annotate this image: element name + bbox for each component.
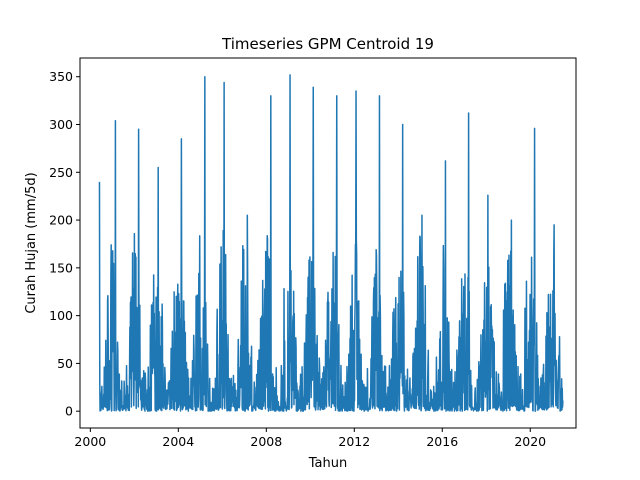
x-tick-label: 2020 [514,434,546,449]
x-axis: 2000 2004 2008 2012 2016 2020 [74,428,546,449]
plot-frame [79,57,577,429]
x-tick-label: 2000 [74,434,106,449]
x-tick-label: 2012 [338,434,370,449]
y-tick-label: 0 [65,404,73,419]
chart-title: Timeseries GPM Centroid 19 [221,35,434,53]
series-line [98,74,564,412]
x-axis-label: Tahun [308,456,347,471]
y-tick-label: 100 [49,308,73,323]
y-tick-label: 50 [57,356,73,371]
y-tick-label: 250 [49,165,73,180]
x-tick-label: 2016 [426,434,458,449]
y-tick-label: 300 [49,117,73,132]
plot-area [98,74,564,412]
y-axis: 0 50 100 150 200 250 300 350 [49,69,80,419]
x-tick-label: 2008 [250,434,282,449]
y-tick-label: 150 [49,260,73,275]
y-tick-label: 350 [49,69,73,84]
y-tick-label: 200 [49,213,73,228]
x-tick-label: 2004 [162,434,194,449]
y-axis-label: Curah Hujan (mm/5d) [24,172,39,313]
